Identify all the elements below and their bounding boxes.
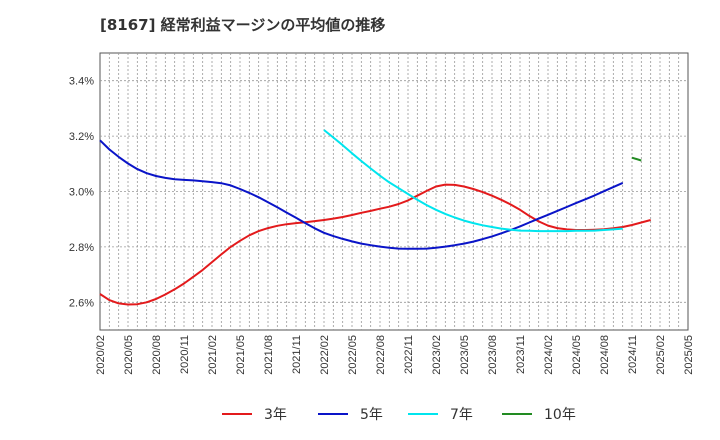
x-tick-label: 2024/11	[627, 335, 639, 374]
y-tick-label: 2.6%	[69, 297, 94, 309]
y-tick-label: 2.8%	[69, 242, 94, 254]
series-line	[99, 139, 624, 250]
legend-label: 10年	[544, 407, 576, 423]
series-line	[99, 183, 651, 306]
x-tick-label: 2021/11	[291, 335, 303, 374]
y-axis-ticks: 2.6% 2.8% 3.0% 3.2% 3.4%	[69, 76, 94, 310]
x-tick-label: 2025/02	[655, 335, 667, 375]
x-tick-label: 2021/05	[235, 335, 247, 375]
legend-label: 7年	[450, 407, 473, 423]
chart-title: [8167] 経常利益マージンの平均値の推移	[100, 16, 385, 34]
x-tick-label: 2023/02	[431, 335, 443, 375]
x-tick-label: 2020/08	[151, 335, 163, 375]
x-tick-label: 2020/11	[179, 335, 191, 374]
x-tick-label: 2022/08	[375, 335, 387, 375]
x-tick-label: 2023/08	[487, 335, 499, 375]
grid-lines	[100, 53, 688, 330]
x-tick-label: 2022/05	[347, 335, 359, 375]
x-tick-label: 2024/08	[599, 335, 611, 375]
x-tick-label: 2021/02	[207, 335, 219, 375]
x-tick-label: 2025/05	[683, 335, 695, 375]
x-tick-label: 2023/05	[459, 335, 471, 375]
x-tick-label: 2021/08	[263, 335, 275, 375]
x-tick-label: 2023/11	[515, 335, 527, 374]
x-tick-label: 2022/02	[319, 335, 331, 375]
series-lines	[99, 129, 651, 306]
legend-label: 3年	[264, 407, 287, 423]
x-tick-label: 2022/11	[403, 335, 415, 374]
y-tick-label: 3.2%	[69, 131, 94, 143]
x-tick-label: 2020/02	[95, 335, 107, 375]
x-axis-ticks: 2020/02 2020/05 2020/08 2020/11 2021/02 2021/…	[95, 335, 695, 375]
series-line	[323, 129, 623, 233]
series-line	[631, 156, 642, 162]
x-tick-label: 2020/05	[123, 335, 135, 375]
plot-area	[99, 52, 689, 331]
x-tick-label: 2024/02	[543, 335, 555, 375]
y-tick-label: 3.4%	[69, 76, 94, 88]
legend-label: 5年	[360, 407, 383, 423]
x-tick-label: 2024/05	[571, 335, 583, 375]
legend: 3年 5年 7年 10年	[222, 407, 576, 423]
y-tick-label: 3.0%	[69, 187, 94, 199]
